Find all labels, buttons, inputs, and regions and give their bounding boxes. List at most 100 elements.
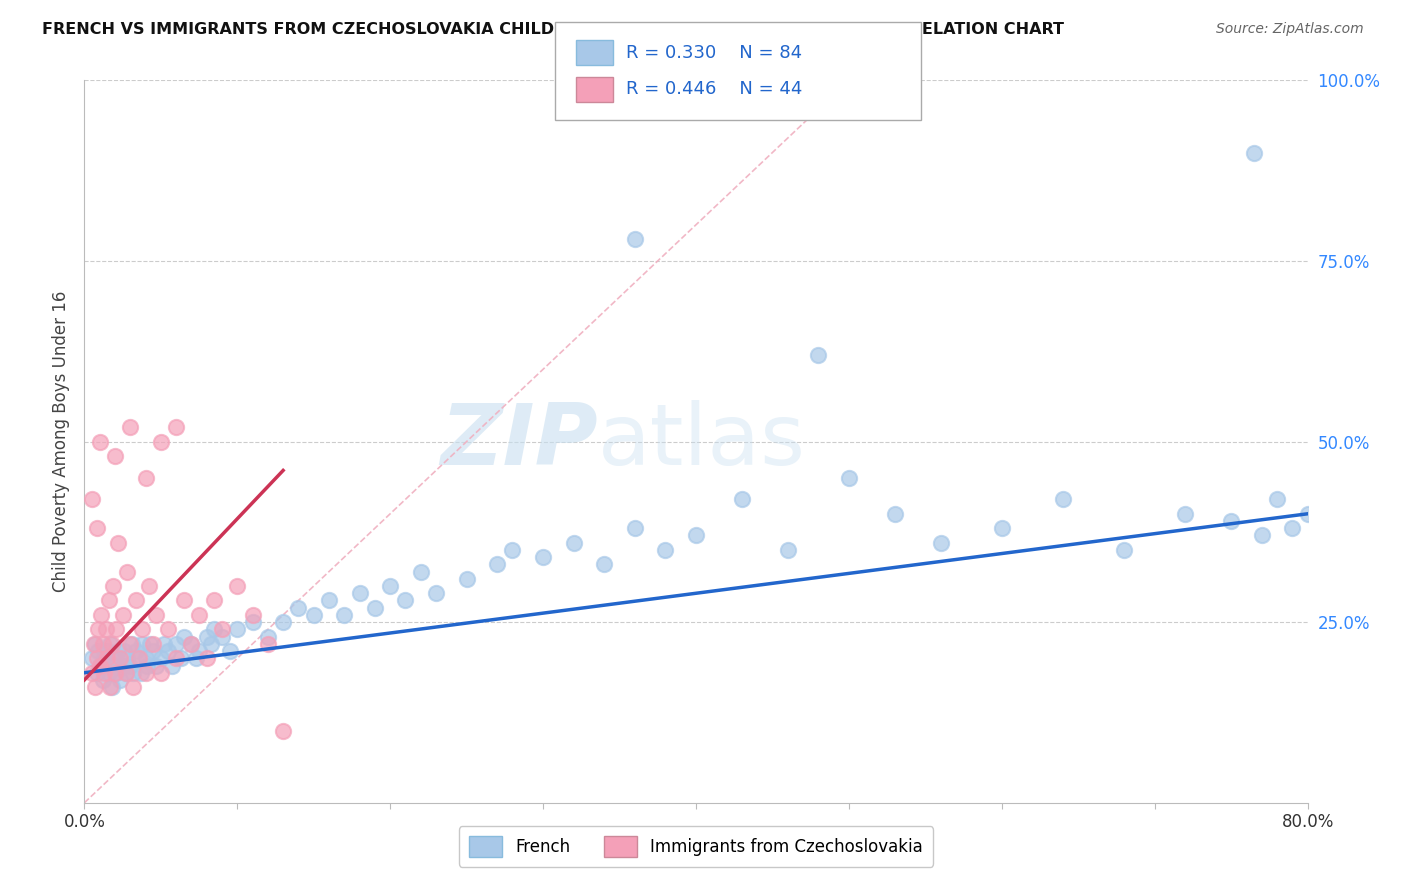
Point (456, 572, 478, 586)
Point (731, 492, 754, 507)
Point (149, 651, 172, 665)
Point (211, 623, 233, 637)
Point (502, 542, 524, 557)
Point (211, 630, 233, 644)
Point (333, 607, 356, 622)
Point (96, 644, 118, 658)
Point (271, 723, 294, 738)
Point (135, 470, 157, 484)
Point (104, 449, 127, 463)
Point (200, 637, 222, 651)
Point (103, 579, 125, 593)
Point (91, 637, 114, 651)
Point (364, 600, 387, 615)
Point (380, 579, 402, 593)
Point (1220, 514, 1243, 528)
Point (685, 528, 707, 542)
Point (107, 644, 129, 658)
Point (195, 651, 218, 665)
Point (80, 492, 103, 507)
Point (115, 651, 138, 665)
Point (111, 607, 134, 622)
Point (180, 637, 202, 651)
Point (90, 607, 112, 622)
Point (97, 665, 120, 680)
Point (104, 665, 127, 680)
Point (91, 673, 114, 687)
Text: ZIP: ZIP (440, 400, 598, 483)
Point (89, 658, 111, 673)
Point (153, 637, 176, 651)
Point (160, 658, 183, 673)
Text: Source: ZipAtlas.com: Source: ZipAtlas.com (1216, 22, 1364, 37)
Point (128, 651, 150, 665)
Point (98, 637, 121, 651)
Point (111, 658, 134, 673)
Point (135, 665, 157, 680)
Point (98, 680, 121, 694)
Point (257, 630, 280, 644)
Point (149, 434, 172, 449)
Point (89, 434, 111, 449)
Point (84, 680, 107, 694)
Point (145, 607, 167, 622)
Point (125, 593, 148, 607)
Point (93, 651, 115, 665)
Point (142, 644, 165, 658)
Text: R = 0.446    N = 44: R = 0.446 N = 44 (626, 80, 801, 98)
Point (271, 615, 294, 630)
Point (1296, 507, 1319, 521)
Point (807, 348, 830, 362)
Point (776, 542, 799, 557)
Point (1174, 507, 1197, 521)
Point (131, 623, 153, 637)
Point (188, 644, 211, 658)
Point (86, 651, 108, 665)
Point (1281, 521, 1303, 535)
Point (302, 607, 325, 622)
Point (122, 665, 145, 680)
Point (149, 665, 172, 680)
Point (654, 542, 676, 557)
Point (145, 658, 167, 673)
Point (1243, 145, 1265, 160)
Point (173, 593, 195, 607)
Point (97, 593, 120, 607)
Point (101, 680, 124, 694)
Point (929, 535, 952, 549)
Point (80, 651, 103, 665)
Point (127, 651, 149, 665)
Point (394, 593, 416, 607)
Point (287, 600, 309, 615)
Point (257, 637, 280, 651)
Point (115, 565, 138, 579)
Point (86, 665, 108, 680)
Point (104, 651, 127, 665)
Point (136, 658, 159, 673)
Point (120, 637, 142, 651)
Point (125, 644, 148, 658)
Point (121, 637, 143, 651)
Point (624, 521, 647, 535)
Point (883, 507, 905, 521)
Point (93, 665, 115, 680)
Point (114, 665, 136, 680)
Point (202, 623, 225, 637)
Point (242, 607, 264, 622)
Point (86, 521, 108, 535)
Point (165, 651, 187, 665)
Point (105, 623, 128, 637)
Point (425, 586, 447, 600)
Point (122, 680, 145, 694)
Point (120, 420, 142, 434)
Y-axis label: Child Poverty Among Boys Under 16: Child Poverty Among Boys Under 16 (52, 291, 70, 592)
Point (226, 623, 249, 637)
Point (195, 630, 218, 644)
Point (138, 579, 160, 593)
Point (202, 593, 225, 607)
Point (96, 651, 118, 665)
Point (242, 615, 264, 630)
Point (157, 644, 180, 658)
Point (184, 651, 207, 665)
Legend: French, Immigrants from Czechoslovakia: French, Immigrants from Czechoslovakia (458, 826, 934, 867)
